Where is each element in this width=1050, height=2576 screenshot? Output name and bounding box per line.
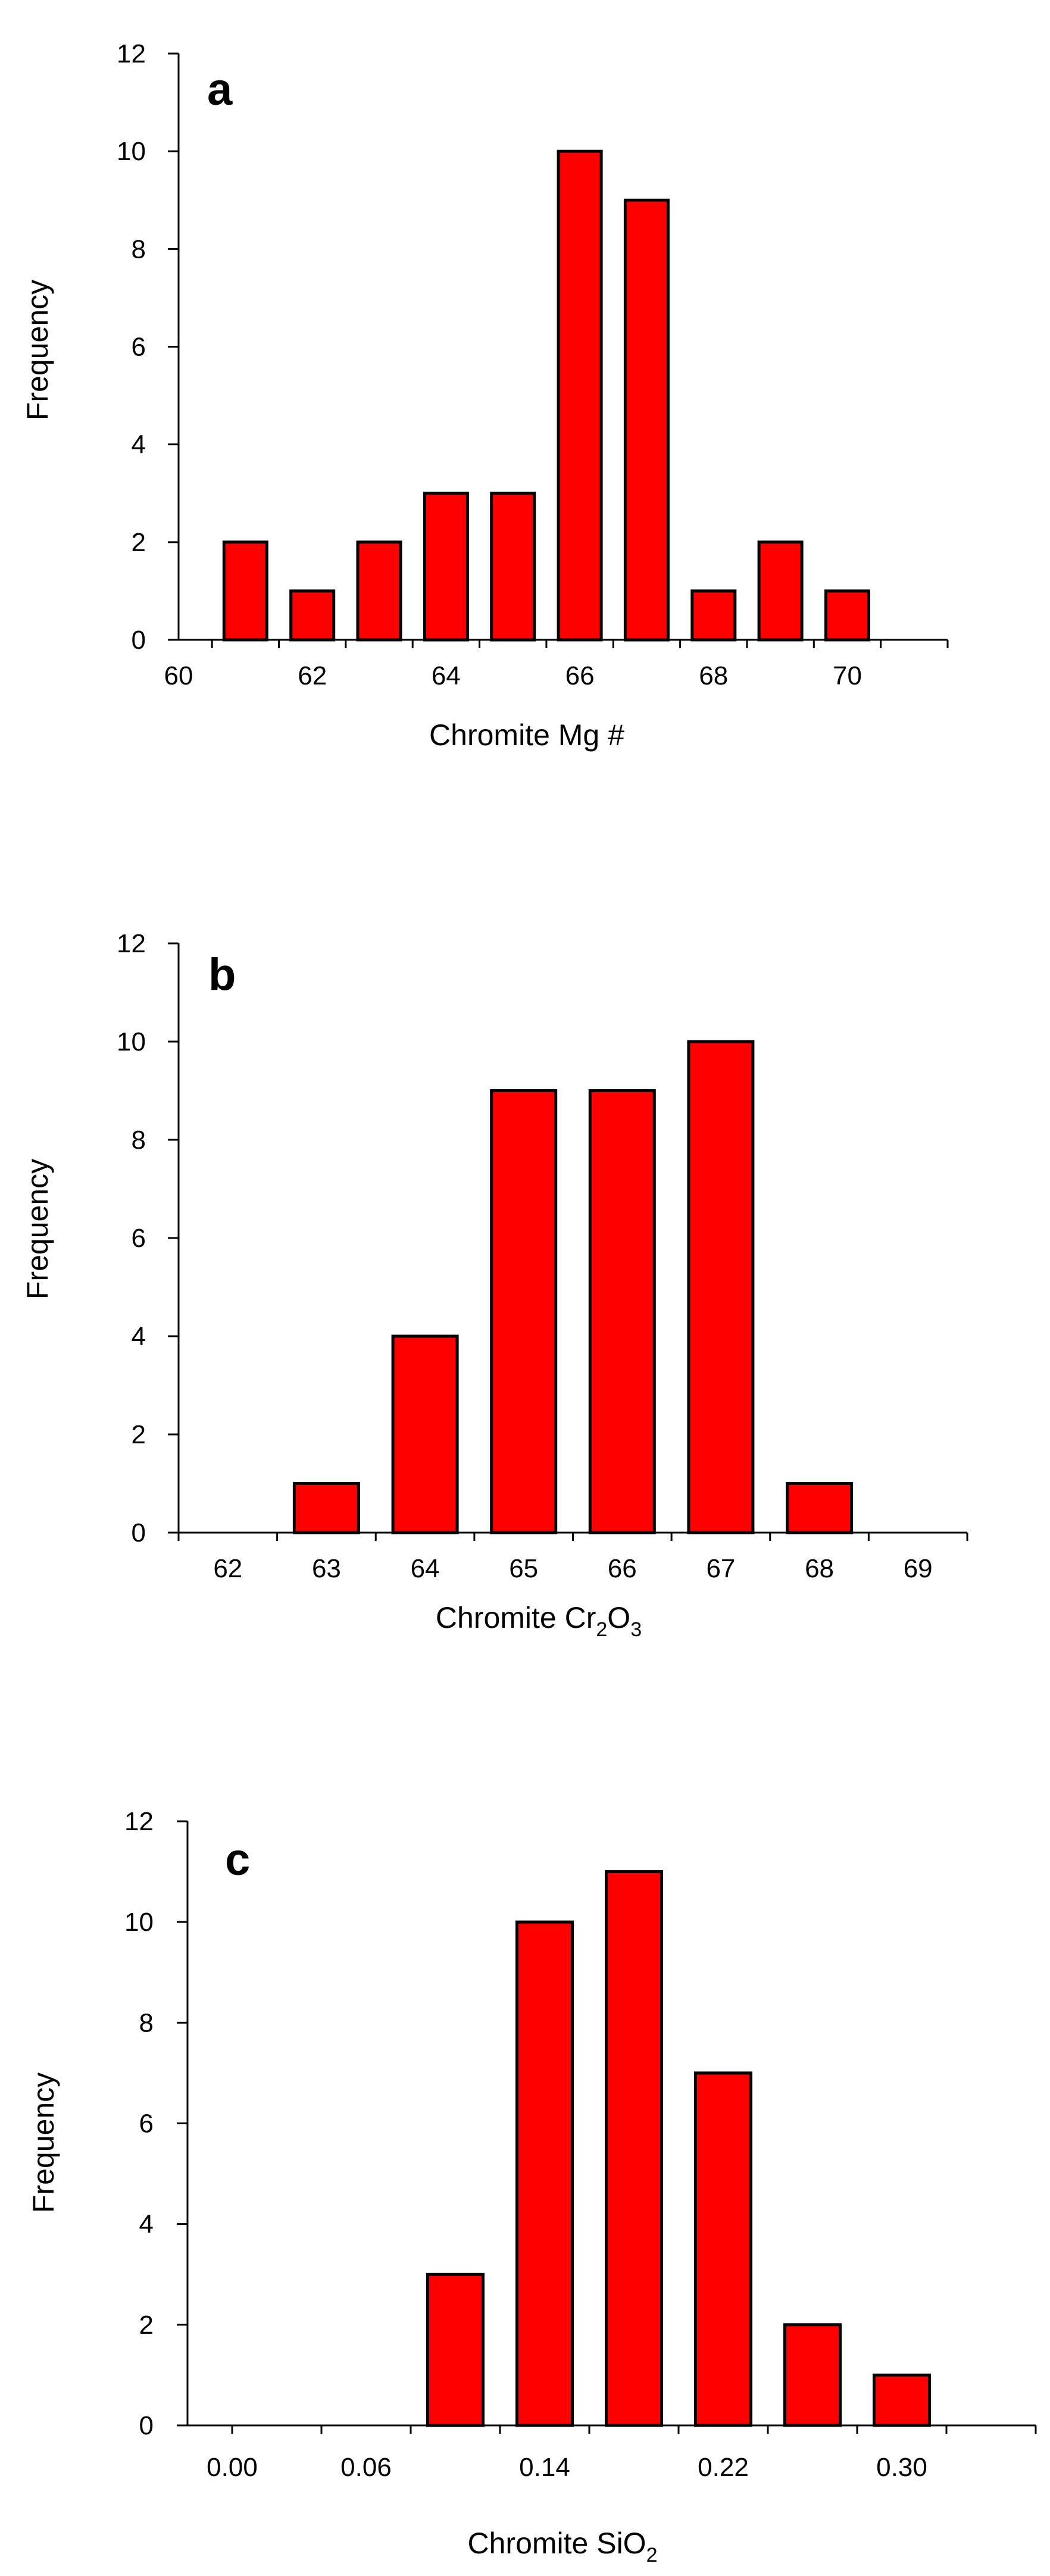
panel-letter: a [207,64,233,115]
bar [289,589,336,642]
bar [423,492,469,642]
y-tick-label: 0 [132,626,146,655]
panel-letter: c [225,1834,250,1885]
bar [292,1482,360,1534]
bar [757,540,804,642]
bar [694,2071,752,2427]
y-tick-label: 6 [132,333,146,362]
x-axis-label-subscript: 2 [646,2544,658,2566]
x-tick-label: 0.00 [207,2453,258,2482]
y-axis-label: Frequency [21,280,54,420]
x-tick-label: 66 [565,661,595,690]
bar [873,2373,931,2427]
y-tick-label: 10 [124,1908,154,1937]
x-tick-label: 0.06 [340,2453,392,2482]
y-tick-label: 10 [117,137,146,166]
x-axis-label: Chromite Cr2O3 [436,1601,642,1641]
bar [490,492,536,642]
y-tick-label: 8 [132,235,146,264]
panel-letter: b [208,949,236,1000]
bar [605,1870,663,2427]
x-axis-label-main: Chromite SiO [468,2527,646,2560]
y-tick-label: 6 [132,1224,146,1253]
x-tick-label: 68 [699,661,728,690]
y-tick-label: 10 [117,1027,146,1056]
y-tick-label: 12 [117,929,146,958]
x-tick-label: 69 [904,1554,933,1583]
y-tick-label: 12 [124,1807,154,1836]
bar [588,1089,656,1534]
y-tick-label: 4 [139,2210,154,2239]
bar [426,2272,485,2427]
bar [222,540,268,642]
x-tick-label: 0.30 [876,2453,927,2482]
y-tick-label: 8 [139,2008,154,2037]
bar [557,149,603,642]
bar [824,589,870,642]
bar [490,1089,558,1534]
bar [783,2323,842,2427]
x-tick-label: 63 [312,1554,341,1583]
y-tick-label: 4 [132,430,146,459]
bar [391,1334,459,1534]
x-tick-label: 70 [833,661,862,690]
bar [623,198,670,642]
y-tick-label: 8 [132,1126,146,1155]
x-tick-label: 64 [411,1554,440,1583]
y-tick-label: 2 [132,528,146,557]
x-axis-label-main: Chromite Cr [436,1601,596,1634]
x-axis-label-subscript: 3 [630,1618,642,1641]
y-tick-label: 6 [139,2109,154,2139]
bar [687,1040,755,1534]
x-tick-label: 66 [608,1554,637,1583]
y-tick-label: 2 [132,1420,146,1449]
x-tick-label: 0.22 [698,2453,749,2482]
x-tick-label: 0.14 [519,2453,570,2482]
y-tick-label: 12 [117,39,146,68]
y-axis-label: Frequency [21,1159,54,1299]
y-tick-label: 0 [139,2411,154,2440]
x-tick-label: 60 [164,661,193,690]
x-tick-label: 65 [509,1554,538,1583]
y-axis-label: Frequency [27,2072,60,2213]
x-tick-label: 62 [298,661,327,690]
y-tick-label: 0 [132,1518,146,1548]
x-axis-label: Chromite SiO2 [468,2527,658,2566]
x-tick-label: 67 [706,1554,735,1583]
x-axis-label: Chromite Mg # [429,718,624,752]
x-tick-label: 68 [805,1554,834,1583]
y-tick-label: 4 [132,1322,146,1351]
bar [515,1920,574,2427]
panel-c-marks: 0 2 4 6 8 10 12 0.00 0.06 0.14 0.22 0.30 [124,1807,1037,2482]
y-tick-label: 2 [139,2311,154,2340]
bar [356,540,402,642]
bar [690,589,737,642]
x-axis-label-main: O [607,1601,630,1634]
bar [786,1482,854,1534]
x-tick-label: 64 [432,661,461,690]
x-tick-label: 62 [213,1554,242,1583]
x-axis-label-subscript: 2 [596,1618,607,1641]
